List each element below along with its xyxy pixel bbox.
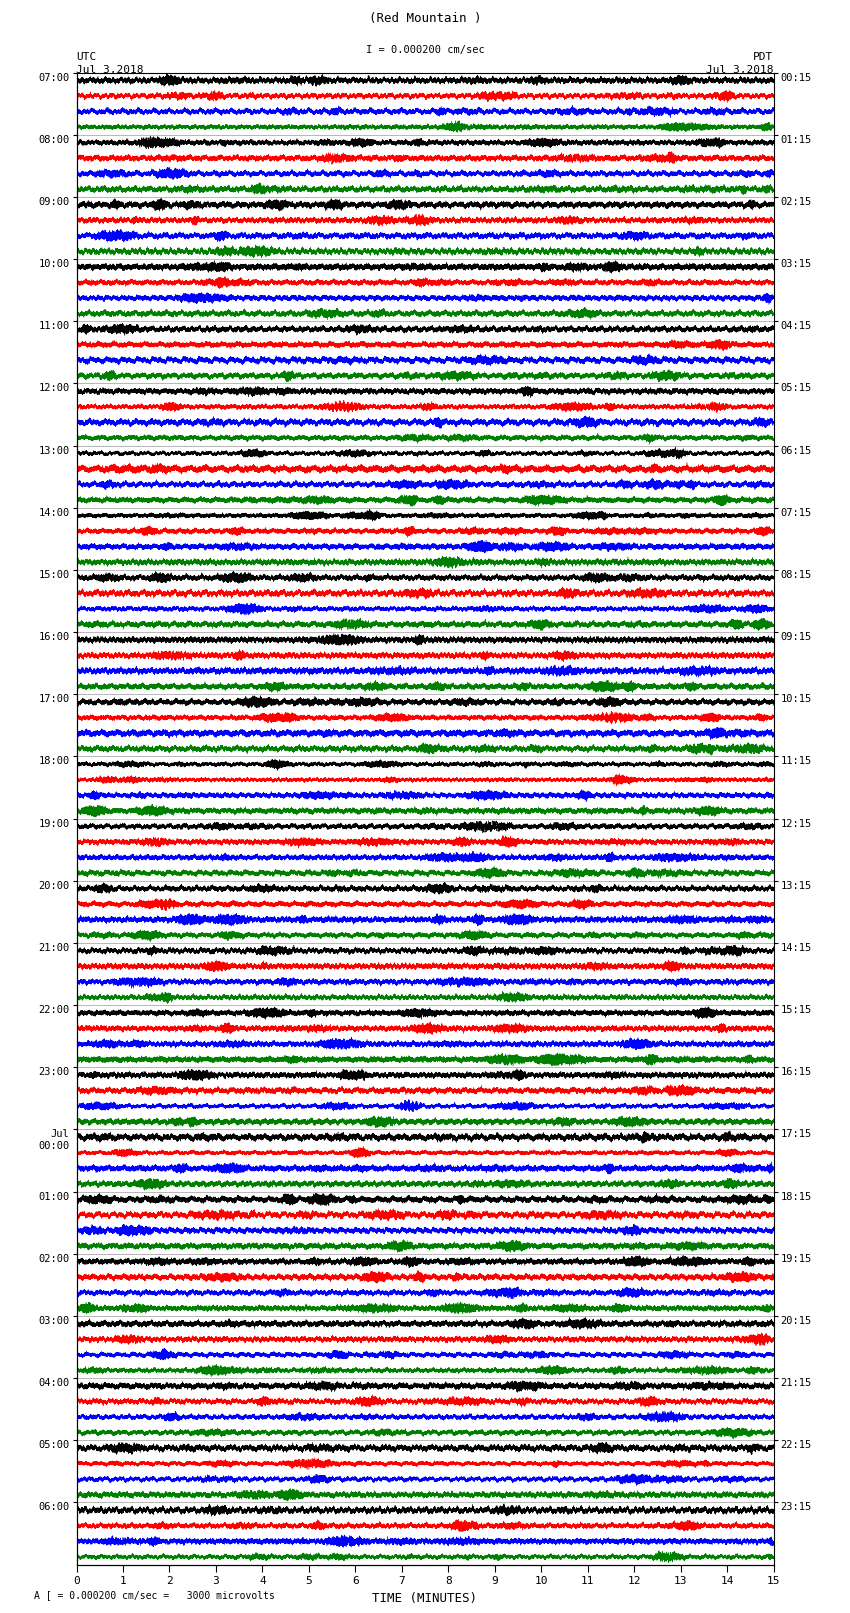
Text: UTC: UTC bbox=[76, 52, 97, 61]
Text: I = 0.000200 cm/sec: I = 0.000200 cm/sec bbox=[366, 45, 484, 55]
Text: Jul 3,2018: Jul 3,2018 bbox=[706, 65, 774, 74]
Text: Jul 3,2018: Jul 3,2018 bbox=[76, 65, 144, 74]
Text: (Red Mountain ): (Red Mountain ) bbox=[369, 11, 481, 24]
X-axis label: TIME (MINUTES): TIME (MINUTES) bbox=[372, 1592, 478, 1605]
Text: PDT: PDT bbox=[753, 52, 774, 61]
Text: A [ = 0.000200 cm/sec =   3000 microvolts: A [ = 0.000200 cm/sec = 3000 microvolts bbox=[34, 1590, 275, 1600]
